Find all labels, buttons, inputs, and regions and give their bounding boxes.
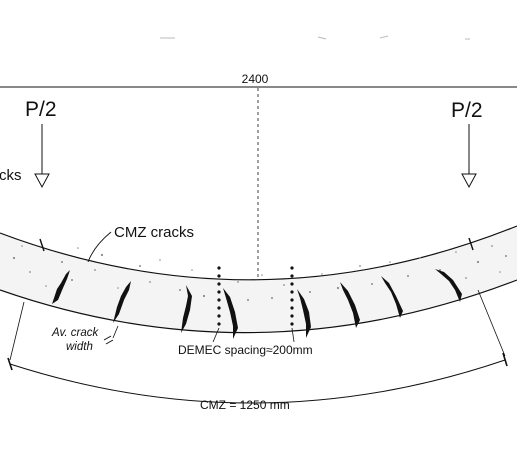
demec-leader-right xyxy=(291,327,295,343)
crack-6 xyxy=(340,282,360,328)
cracks-partial-label: cks xyxy=(0,167,22,184)
scan-marks xyxy=(160,35,470,40)
demec-leader-left xyxy=(212,327,220,343)
av-crack-label-line1: Av. crack xyxy=(51,327,99,339)
crack-8 xyxy=(435,269,462,302)
demec-gauge-line-left xyxy=(217,266,221,326)
load-label-left: P/2 xyxy=(25,98,57,121)
beam-body xyxy=(0,226,517,333)
cmz-cracks-label: CMZ cracks xyxy=(114,224,194,241)
av-crack-width-marker xyxy=(103,325,119,345)
cmz-dim-end-right xyxy=(502,352,508,367)
cmz-cracks-leader xyxy=(87,231,112,263)
cmz-dimension-arc xyxy=(9,359,506,404)
beam-bottom-edge xyxy=(0,279,517,334)
cmz-extension-right xyxy=(477,289,506,357)
demec-gauge-line-right xyxy=(290,266,294,326)
crack-5 xyxy=(297,289,311,338)
crack-7 xyxy=(381,276,403,318)
cmz-dim-end-left xyxy=(7,357,13,371)
crack-3 xyxy=(181,285,192,333)
cmz-extension-left xyxy=(9,301,25,361)
crack-2 xyxy=(113,281,131,323)
load-label-right: P/2 xyxy=(451,99,483,122)
aggregate-speckles xyxy=(12,245,507,301)
demec-spacing-label: DEMEC spacing≈200mm xyxy=(178,343,313,357)
beam-top-edge xyxy=(0,225,517,281)
span-label: 2400 xyxy=(242,72,269,86)
av-crack-label-line2: width xyxy=(66,341,93,353)
cmz-top-tick-right xyxy=(468,237,474,251)
cmz-cracks xyxy=(52,269,462,339)
crack-1 xyxy=(52,270,70,304)
crack-4 xyxy=(223,288,238,339)
cmz-length-label: CMZ = 1250 mm xyxy=(200,398,290,412)
load-arrow-left xyxy=(34,124,50,189)
cmz-top-tick-left xyxy=(39,238,45,252)
load-arrow-right xyxy=(461,124,477,189)
